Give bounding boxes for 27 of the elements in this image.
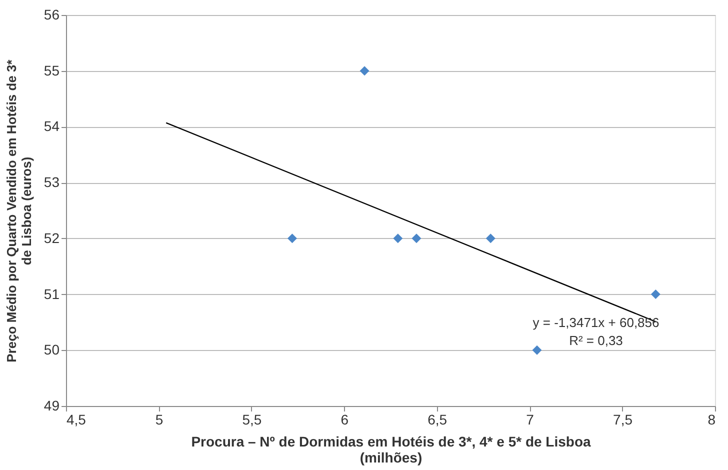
- x-tick-label: 8: [708, 412, 716, 428]
- x-axis-title: Procura – Nº de Dormidas em Hotéis de 3*, 4* e 5* de Lisboa (milhões): [191, 434, 592, 466]
- x-tick-label: 6,5: [428, 412, 448, 428]
- x-tick-label: 5: [155, 412, 164, 428]
- y-tick-label: 50: [44, 342, 60, 358]
- y-tick-label: 51: [44, 286, 60, 302]
- point: [486, 234, 496, 244]
- point: [287, 234, 297, 244]
- y-tick-label: 49: [44, 398, 60, 414]
- x-tick-label: 6: [340, 412, 349, 428]
- x-tick-label: 4,5: [66, 412, 86, 428]
- point: [532, 345, 542, 355]
- annotation: y = -1,3471x + 60,856: [532, 315, 660, 330]
- point: [412, 234, 422, 244]
- y-tick-label: 52: [44, 230, 60, 246]
- x-tick-label: 7,5: [613, 412, 633, 428]
- y-tick-label: 56: [44, 6, 60, 22]
- point: [650, 290, 660, 300]
- point: [360, 66, 370, 76]
- y-tick-label: 54: [44, 118, 60, 134]
- y-tick-label: 53: [44, 174, 60, 190]
- x-tick-label: 5,5: [242, 412, 262, 428]
- y-tick-label: 55: [44, 62, 60, 78]
- x-tick-label: 7: [526, 412, 534, 428]
- point: [393, 234, 403, 244]
- y-axis-title: Preço Médio por Quarto Vendido em Hotéis de 3* de Lisboa (euros): [4, 58, 34, 362]
- annotation: R² = 0,33: [569, 333, 623, 348]
